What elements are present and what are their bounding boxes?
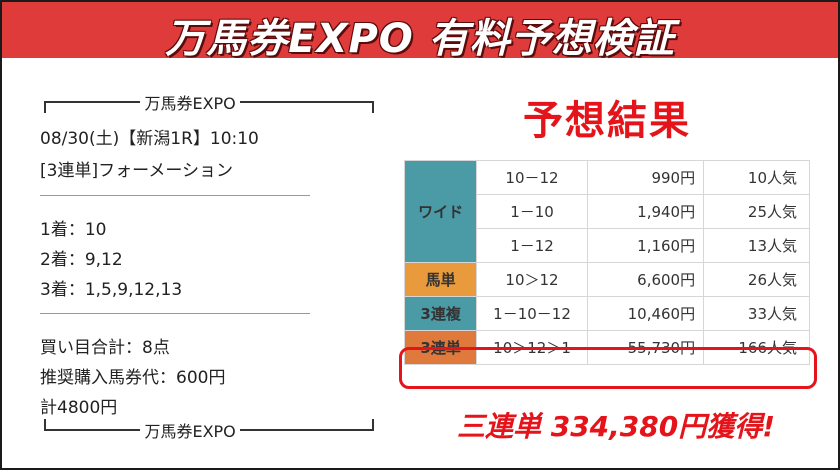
brand-bottom-label: 万馬券EXPO (144, 422, 236, 441)
third-place: 3着：1,5,9,12,13 (40, 280, 183, 300)
highlight-box (399, 347, 817, 389)
brand-bracket-bottom: 万馬券EXPO (44, 419, 374, 441)
bet-type-umatan: 馬単 (403, 262, 478, 297)
popularity: 25人気 (703, 194, 810, 229)
popularity: 33人気 (703, 296, 810, 331)
bet-type: [3連単]フォーメーション (40, 161, 234, 181)
header-banner: 万馬券EXPO 有料予想検証 (2, 2, 838, 62)
brand-bracket-top: 万馬券EXPO (44, 94, 374, 113)
result-title: 予想結果 (523, 98, 691, 144)
table-row: ワイド 10－12 990円 10人気 (403, 160, 810, 263)
gain-text: 三連単 334,380円獲得! (456, 410, 776, 443)
popularity: 26人気 (703, 262, 810, 297)
combo: 10－12 (476, 160, 588, 195)
combo: 1－10 (476, 194, 588, 229)
table-row: 3連複 1－10－12 10,460円 33人気 (403, 296, 810, 331)
popularity: 10人気 (703, 160, 810, 195)
total-cost: 計4800円 (40, 398, 118, 418)
bet-type-sanrenpuku: 3連複 (403, 296, 478, 331)
race-info: 08/30(土)【新潟1R】10:10 (40, 129, 259, 149)
popularity: 13人気 (703, 228, 810, 263)
brand-top-label: 万馬券EXPO (144, 94, 236, 113)
second-place: 2着：9,12 (40, 250, 123, 270)
divider (40, 195, 310, 196)
payout: 6,600円 (586, 262, 705, 297)
payout: 1,160円 (586, 228, 705, 263)
result-table: ワイド 10－12 990円 10人気 1－10 1,940円 25人気 1－1… (403, 160, 810, 365)
table-row: 馬単 10＞12 6,600円 26人気 (403, 262, 810, 297)
payout: 1,940円 (586, 194, 705, 229)
table-row: 1－10 1,940円 25人気 (405, 194, 810, 229)
divider (40, 313, 310, 314)
payout: 990円 (586, 160, 705, 195)
banner-title: 万馬券EXPO 有料予想検証 (165, 16, 675, 62)
combo: 1－10－12 (476, 296, 588, 331)
first-place: 1着：10 (40, 220, 107, 240)
combo: 1－12 (476, 228, 588, 263)
recommended-cost: 推奨購入馬券代：600円 (40, 368, 226, 388)
bet-type-wide: ワイド (403, 160, 478, 263)
total-points: 買い目合計：8点 (40, 338, 170, 358)
combo: 10＞12 (476, 262, 588, 297)
payout: 10,460円 (586, 296, 705, 331)
